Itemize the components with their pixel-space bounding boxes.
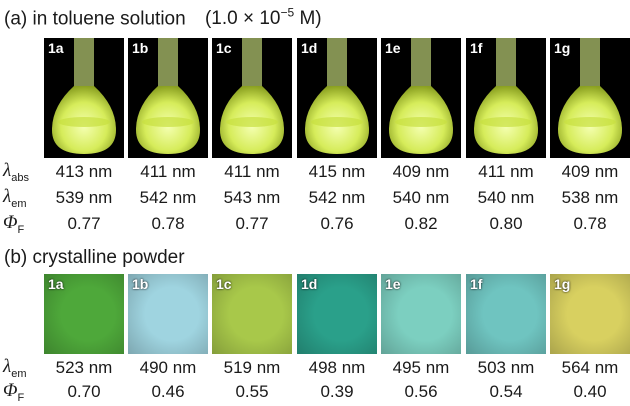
flask-photo: 1c [212, 38, 292, 158]
value-cell: 542 nm [139, 188, 197, 207]
flask-photo: 1f [466, 38, 546, 158]
value-cell: 498 nm [308, 358, 366, 377]
value-cell: 409 nm [561, 162, 619, 181]
value-cell: 490 nm [139, 358, 197, 377]
value-cell: 411 nm [140, 162, 196, 181]
powder-photo: 1g [550, 274, 630, 354]
flask-icon [220, 38, 284, 154]
value-cell: 0.39 [320, 382, 354, 401]
value-cell: 540 nm [392, 188, 450, 207]
value-cell: 0.77 [235, 214, 269, 233]
lambda-em-label-a: λem [3, 186, 27, 210]
flask-photo: 1g [550, 38, 630, 158]
value-cell: 0.70 [67, 382, 101, 401]
powder-photo: 1d [297, 274, 377, 354]
value-cell: 523 nm [55, 358, 113, 377]
lambda-abs-label: λabs [3, 160, 29, 184]
value-cell: 0.56 [404, 382, 438, 401]
phi-label-a: ΦF [3, 212, 25, 236]
phi-label-b: ΦF [3, 380, 25, 404]
flask-photo: 1b [128, 38, 208, 158]
flask-photo: 1e [381, 38, 461, 158]
value-cell: 0.80 [489, 214, 523, 233]
sample-id: 1b [132, 40, 149, 56]
phi-row-b: ΦF 0.70 0.46 0.55 0.39 0.56 0.54 0.40 [0, 380, 630, 406]
sample-id: 1g [554, 276, 571, 292]
powder-photo: 1e [381, 274, 461, 354]
flask-photo: 1d [297, 38, 377, 158]
sample-id: 1d [301, 276, 318, 292]
lambda-em-row-a: λem 539 nm 542 nm 543 nm 542 nm 540 nm 540 nm… [0, 186, 630, 212]
sample-id: 1d [301, 40, 318, 56]
sample-id: 1f [470, 276, 483, 292]
value-cell: 0.55 [235, 382, 269, 401]
powder-photo: 1f [466, 274, 546, 354]
part-a-label: (a) in toluene solution [4, 8, 186, 30]
value-cell: 495 nm [392, 358, 450, 377]
value-cell: 564 nm [561, 358, 619, 377]
lambda-em-row-b: λem 523 nm 490 nm 519 nm 498 nm 495 nm 503 nm… [0, 356, 630, 382]
lambda-abs-row: λabs 413 nm 411 nm 411 nm 415 nm 409 nm 411 n… [0, 160, 630, 186]
value-cell: 413 nm [55, 162, 113, 181]
value-cell: 542 nm [308, 188, 366, 207]
powder-photo: 1a [44, 274, 124, 354]
value-cell: 411 nm [224, 162, 280, 181]
sample-id: 1e [385, 276, 401, 292]
sample-id: 1a [48, 276, 64, 292]
value-cell: 519 nm [223, 358, 281, 377]
part-a-title: (a) in toluene solution (1.0 × 10−5 M) [4, 6, 322, 30]
value-cell: 0.76 [320, 214, 354, 233]
powder-photo: 1b [128, 274, 208, 354]
sample-id: 1f [470, 40, 483, 56]
value-cell: 0.77 [67, 214, 101, 233]
value-cell: 0.78 [573, 214, 607, 233]
flask-icon [474, 38, 538, 154]
flask-icon [389, 38, 453, 154]
value-cell: 0.40 [573, 382, 607, 401]
powder-photo: 1c [212, 274, 292, 354]
sample-id: 1c [216, 276, 232, 292]
value-cell: 415 nm [308, 162, 366, 181]
flask-icon [52, 38, 116, 154]
value-cell: 543 nm [223, 188, 281, 207]
value-cell: 0.46 [151, 382, 185, 401]
sample-id: 1g [554, 40, 571, 56]
value-cell: 0.82 [404, 214, 438, 233]
sample-id: 1c [216, 40, 232, 56]
sample-id: 1a [48, 40, 64, 56]
phi-row-a: ΦF 0.77 0.78 0.77 0.76 0.82 0.80 0.78 [0, 212, 630, 238]
value-cell: 411 nm [478, 162, 534, 181]
flask-photo: 1a [44, 38, 124, 158]
value-cell: 538 nm [561, 188, 619, 207]
concentration: (1.0 × 10−5 M) [204, 6, 322, 30]
value-cell: 0.54 [489, 382, 523, 401]
value-cell: 540 nm [477, 188, 535, 207]
sample-id: 1b [132, 276, 149, 292]
flask-icon [558, 38, 622, 154]
value-cell: 0.78 [151, 214, 185, 233]
lambda-em-label-b: λem [3, 356, 27, 380]
sample-id: 1e [385, 40, 401, 56]
value-cell: 409 nm [392, 162, 450, 181]
flask-icon [136, 38, 200, 154]
flask-icon [305, 38, 369, 154]
part-b-title: (b) crystalline powder [4, 247, 185, 268]
value-cell: 503 nm [477, 358, 535, 377]
value-cell: 539 nm [55, 188, 113, 207]
